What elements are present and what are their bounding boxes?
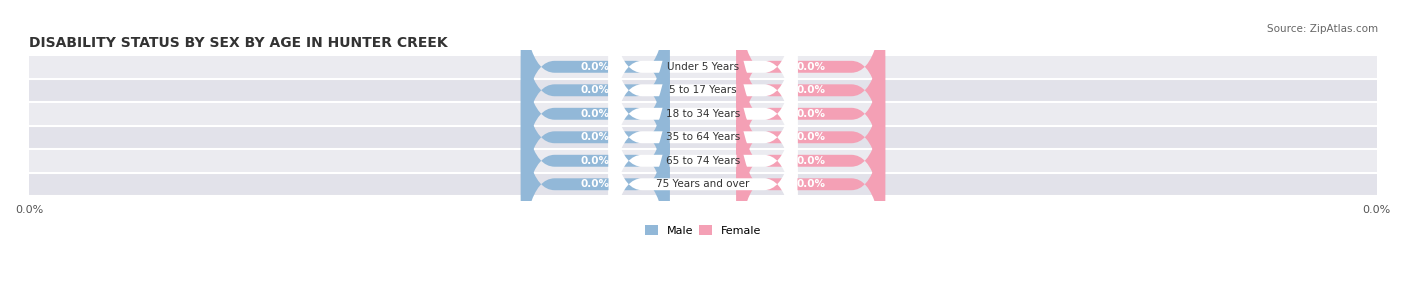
Bar bbox=[30, 55, 1376, 79]
Text: 0.0%: 0.0% bbox=[796, 179, 825, 189]
Text: 0.0%: 0.0% bbox=[581, 132, 610, 142]
Text: 0.0%: 0.0% bbox=[581, 85, 610, 95]
FancyBboxPatch shape bbox=[737, 0, 886, 178]
FancyBboxPatch shape bbox=[737, 2, 886, 225]
FancyBboxPatch shape bbox=[520, 0, 669, 178]
FancyBboxPatch shape bbox=[609, 2, 797, 225]
Text: 0.0%: 0.0% bbox=[796, 62, 825, 72]
FancyBboxPatch shape bbox=[737, 73, 886, 296]
Bar bbox=[30, 79, 1376, 102]
FancyBboxPatch shape bbox=[520, 73, 669, 296]
Legend: Male, Female: Male, Female bbox=[640, 221, 766, 240]
Text: 0.0%: 0.0% bbox=[581, 179, 610, 189]
Text: 0.0%: 0.0% bbox=[796, 109, 825, 119]
FancyBboxPatch shape bbox=[609, 49, 797, 272]
FancyBboxPatch shape bbox=[737, 49, 886, 272]
Text: 0.0%: 0.0% bbox=[796, 156, 825, 166]
Bar bbox=[30, 102, 1376, 126]
Text: Source: ZipAtlas.com: Source: ZipAtlas.com bbox=[1267, 24, 1378, 34]
Text: 65 to 74 Years: 65 to 74 Years bbox=[666, 156, 740, 166]
Text: 5 to 17 Years: 5 to 17 Years bbox=[669, 85, 737, 95]
FancyBboxPatch shape bbox=[520, 0, 669, 202]
Text: 0.0%: 0.0% bbox=[581, 62, 610, 72]
FancyBboxPatch shape bbox=[609, 0, 797, 178]
Text: 75 Years and over: 75 Years and over bbox=[657, 179, 749, 189]
Text: 0.0%: 0.0% bbox=[581, 156, 610, 166]
Bar bbox=[30, 173, 1376, 196]
Text: DISABILITY STATUS BY SEX BY AGE IN HUNTER CREEK: DISABILITY STATUS BY SEX BY AGE IN HUNTE… bbox=[30, 36, 447, 50]
FancyBboxPatch shape bbox=[737, 26, 886, 249]
Text: Under 5 Years: Under 5 Years bbox=[666, 62, 740, 72]
FancyBboxPatch shape bbox=[609, 0, 797, 202]
Text: 35 to 64 Years: 35 to 64 Years bbox=[666, 132, 740, 142]
FancyBboxPatch shape bbox=[520, 2, 669, 225]
Bar bbox=[30, 126, 1376, 149]
Text: 0.0%: 0.0% bbox=[796, 85, 825, 95]
Text: 18 to 34 Years: 18 to 34 Years bbox=[666, 109, 740, 119]
FancyBboxPatch shape bbox=[609, 73, 797, 296]
FancyBboxPatch shape bbox=[520, 26, 669, 249]
FancyBboxPatch shape bbox=[737, 0, 886, 202]
Text: 0.0%: 0.0% bbox=[581, 109, 610, 119]
Text: 0.0%: 0.0% bbox=[796, 132, 825, 142]
FancyBboxPatch shape bbox=[520, 49, 669, 272]
Bar bbox=[30, 149, 1376, 173]
FancyBboxPatch shape bbox=[609, 26, 797, 249]
